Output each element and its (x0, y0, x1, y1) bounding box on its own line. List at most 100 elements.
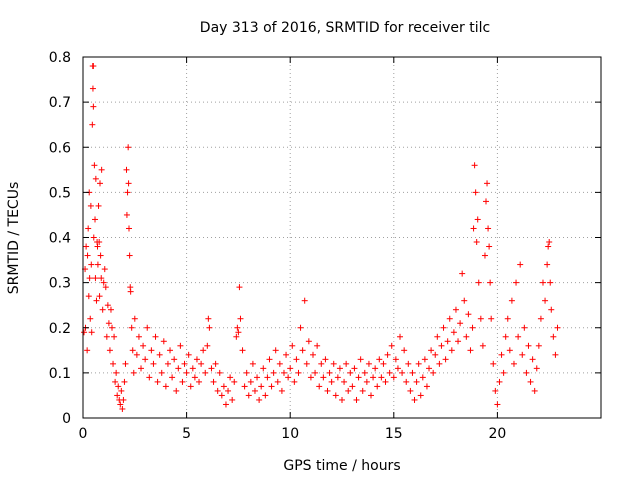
chart-title: Day 313 of 2016, SRMTID for receiver til… (200, 20, 490, 36)
data-point (171, 356, 178, 363)
data-point (241, 383, 248, 390)
data-point (88, 261, 95, 268)
data-point (123, 211, 130, 218)
data-point (152, 333, 159, 340)
data-point (423, 383, 430, 390)
data-point (390, 374, 397, 381)
data-point (200, 347, 207, 354)
data-point (247, 378, 254, 385)
data-point (92, 175, 99, 182)
data-point (90, 103, 97, 110)
data-point (470, 225, 477, 232)
data-point (164, 360, 171, 367)
data-point (114, 392, 121, 399)
y-tick-label: 0.3 (49, 276, 71, 292)
data-point (90, 63, 97, 70)
data-point (295, 369, 302, 376)
data-point (386, 369, 393, 376)
data-point (150, 360, 157, 367)
y-tick-label: 0.6 (49, 140, 71, 156)
data-point (124, 189, 131, 196)
data-point (399, 369, 406, 376)
data-point (309, 351, 316, 358)
data-point (378, 374, 385, 381)
data-point (434, 333, 441, 340)
data-point (415, 360, 422, 367)
data-point (117, 401, 124, 408)
data-point (260, 365, 267, 372)
data-point (436, 360, 443, 367)
data-point (125, 180, 132, 187)
data-point (481, 252, 488, 259)
data-point (236, 284, 243, 291)
data-point (490, 360, 497, 367)
data-point (125, 144, 132, 151)
y-tick-label: 0.8 (49, 50, 71, 66)
data-point (272, 347, 279, 354)
data-point (251, 387, 258, 394)
data-point (318, 360, 325, 367)
data-point (326, 369, 333, 376)
y-tick-label: 0.7 (49, 95, 71, 111)
data-point (85, 225, 92, 232)
data-point (85, 293, 92, 300)
data-point (270, 369, 277, 376)
data-point (405, 360, 412, 367)
data-point (122, 360, 129, 367)
data-point (115, 383, 122, 390)
data-point (345, 387, 352, 394)
data-point (297, 324, 304, 331)
data-point (380, 360, 387, 367)
data-point (531, 387, 538, 394)
data-point (264, 374, 271, 381)
data-point (212, 360, 219, 367)
data-point (550, 333, 557, 340)
data-point (545, 243, 552, 250)
x-tick-label: 15 (385, 426, 403, 442)
data-point (97, 252, 104, 259)
data-point (181, 360, 188, 367)
data-point (283, 351, 290, 358)
data-point (496, 378, 503, 385)
data-point (312, 369, 319, 376)
data-point (239, 347, 246, 354)
data-point (135, 333, 142, 340)
data-point (479, 342, 486, 349)
data-point (90, 234, 97, 241)
data-point (324, 387, 331, 394)
data-point (448, 347, 455, 354)
data-point (465, 311, 472, 318)
data-point (191, 374, 198, 381)
data-point (548, 306, 555, 313)
data-point (374, 383, 381, 390)
data-point (249, 360, 256, 367)
data-point (120, 396, 127, 403)
data-point (370, 374, 377, 381)
y-axis-label: SRMTID / TECUs (6, 182, 22, 295)
data-point (280, 369, 287, 376)
data-point (148, 347, 155, 354)
data-point (106, 347, 113, 354)
data-point (112, 378, 119, 385)
data-point (243, 369, 250, 376)
data-point (341, 378, 348, 385)
data-point (268, 383, 275, 390)
data-point (442, 356, 449, 363)
x-tick-label: 20 (488, 426, 506, 442)
data-point (104, 302, 111, 309)
data-point (552, 351, 559, 358)
data-point (363, 378, 370, 385)
data-point (438, 342, 445, 349)
data-point (214, 387, 221, 394)
data-point (539, 279, 546, 286)
data-point (515, 333, 522, 340)
data-point (472, 189, 479, 196)
data-point (299, 347, 306, 354)
y-tick-label: 0.2 (49, 321, 71, 337)
data-point (96, 180, 103, 187)
data-point (487, 279, 494, 286)
data-point (547, 279, 554, 286)
data-point (81, 329, 88, 336)
data-point (95, 202, 102, 209)
data-point (266, 356, 273, 363)
